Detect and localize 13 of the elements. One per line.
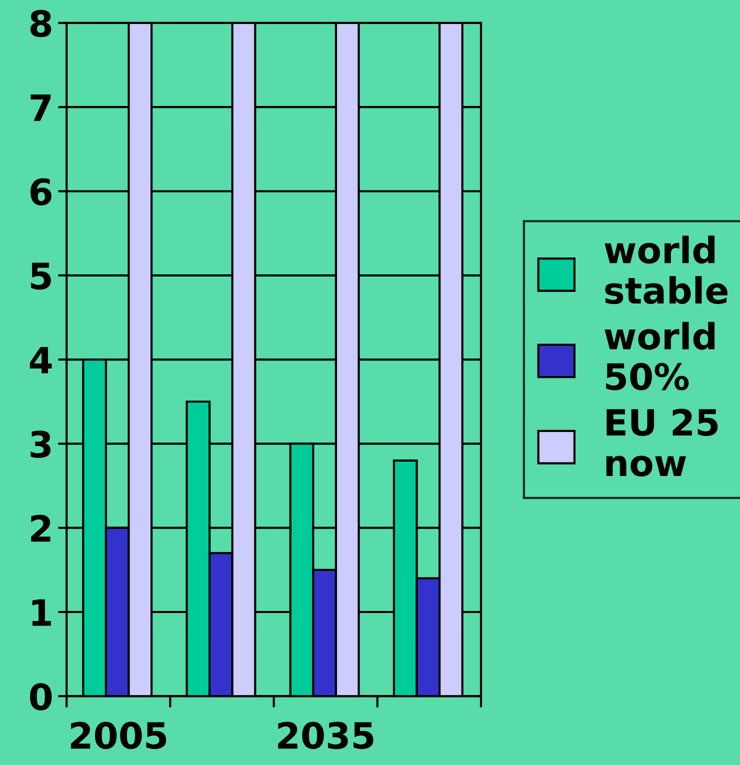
y-tick-label: 1 <box>32 599 51 626</box>
y-tick-label: 3 <box>30 430 51 458</box>
y-tick-label: 6 <box>30 178 52 206</box>
y-tick-label: 5 <box>31 262 51 290</box>
y-tick-label: 8 <box>30 10 52 38</box>
y-tick-label: 0 <box>30 683 52 710</box>
legend-label: EU 25 now <box>606 408 718 476</box>
y-tick-label: 7 <box>30 94 51 121</box>
x-tick-label: 2005 <box>71 722 166 750</box>
legend-label: world 50% <box>604 322 715 390</box>
x-tick-label: 2035 <box>278 722 374 750</box>
y-tick-label: 4 <box>30 346 52 374</box>
y-tick-label: 2 <box>31 514 50 542</box>
